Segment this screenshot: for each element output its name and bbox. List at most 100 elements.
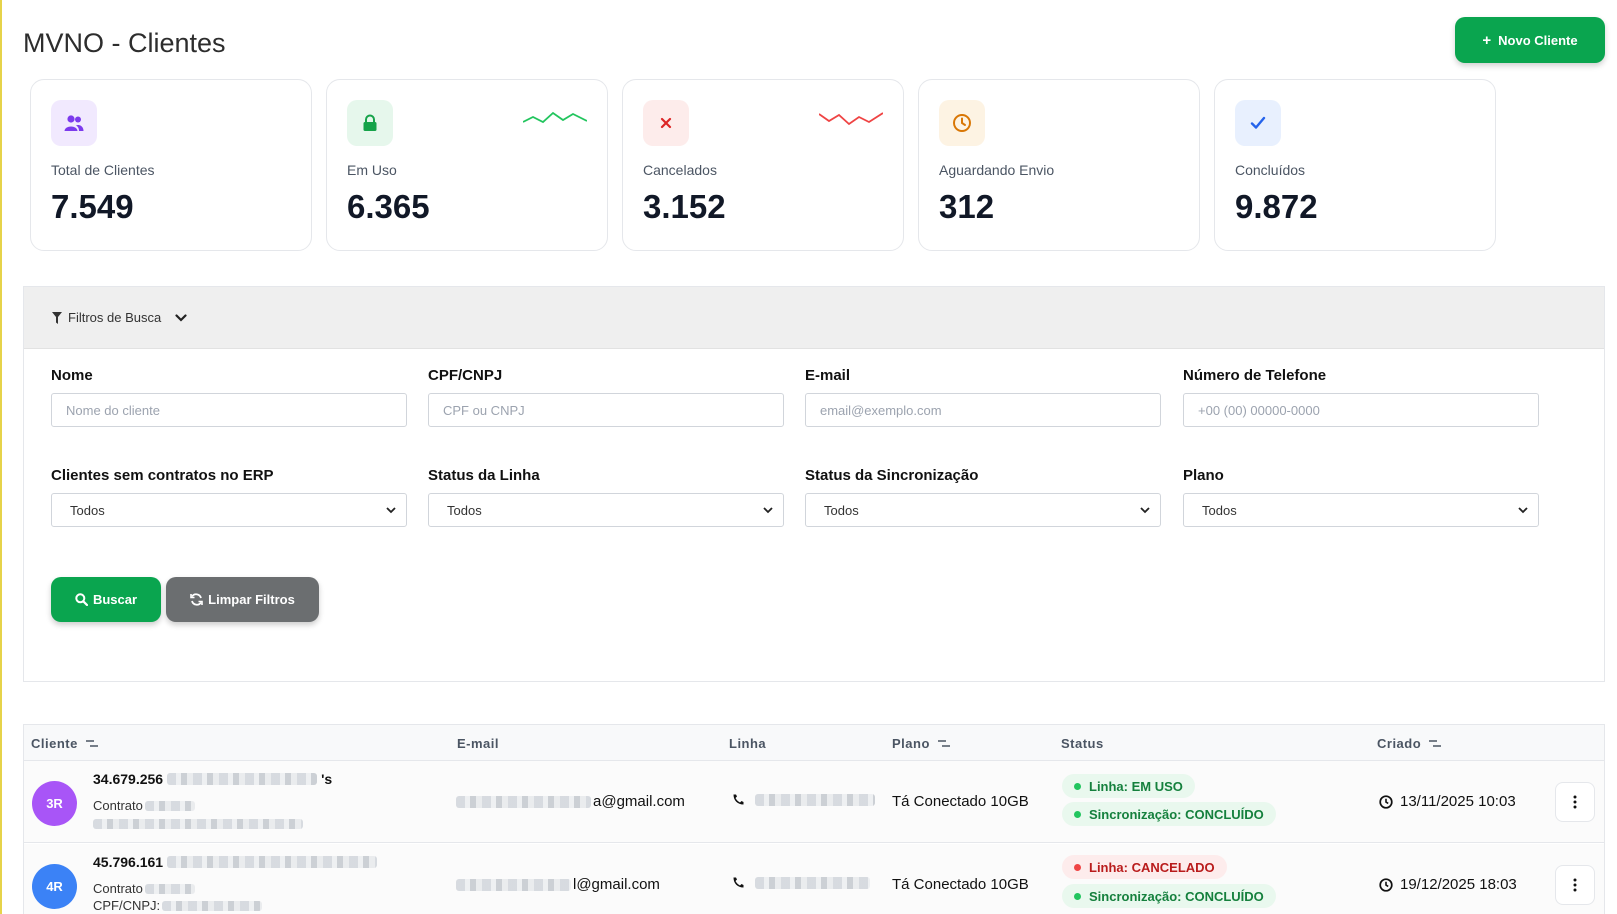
stat-value: 3.152 <box>643 188 726 225</box>
clients-table: Cliente E-mail Linha Plano Status Criado… <box>23 724 1605 914</box>
clear-filters-button[interactable]: Limpar Filtros <box>166 577 319 622</box>
created-value: 19/12/2025 18:03 <box>1400 876 1517 893</box>
email-label: E-mail <box>805 367 851 384</box>
badge-label: Linha: EM USO <box>1089 778 1183 794</box>
client-plan: Tá Conectado 10GB <box>892 793 1029 810</box>
lock-icon <box>347 100 393 146</box>
client-line <box>732 793 875 806</box>
select-value: Todos <box>70 502 105 518</box>
table-header: Cliente E-mail Linha Plano Status Criado <box>24 725 1604 761</box>
filters-toggle[interactable]: Filtros de Busca <box>24 287 1604 349</box>
col-label: Plano <box>892 736 930 751</box>
sync-status-select[interactable]: Todos <box>805 493 1161 527</box>
email-suffix: a@gmail.com <box>593 793 685 810</box>
stat-label: Concluídos <box>1235 162 1306 178</box>
client-name-suffix: 's <box>321 771 333 787</box>
line-status-select[interactable]: Todos <box>428 493 784 527</box>
email-suffix: l@gmail.com <box>573 876 660 893</box>
cpf-filter: CPF/CNPJ <box>428 367 784 427</box>
client-contract: Contrato <box>93 881 195 896</box>
client-email: a@gmail.com <box>456 793 685 810</box>
redacted-email <box>456 795 591 808</box>
stat-card-em-uso: Em Uso 6.365 <box>326 79 608 251</box>
col-cliente[interactable]: Cliente <box>31 736 98 751</box>
redacted-contract <box>144 800 195 811</box>
stat-label: Aguardando Envio <box>939 162 1055 178</box>
col-criado[interactable]: Criado <box>1377 736 1442 751</box>
sort-icon <box>85 740 98 747</box>
redacted-phone <box>755 793 875 806</box>
row-actions-button[interactable] <box>1555 782 1595 822</box>
more-vertical-icon <box>1573 795 1577 809</box>
sparkline-down-icon <box>819 112 883 126</box>
clear-filters-label: Limpar Filtros <box>208 592 295 607</box>
created-date: 19/12/2025 18:03 <box>1379 876 1517 893</box>
phone-input[interactable] <box>1183 393 1539 427</box>
new-client-button[interactable]: + Novo Cliente <box>1455 17 1605 63</box>
phone-filter: Número de Telefone <box>1183 367 1539 427</box>
plan-filter: Plano Todos <box>1183 467 1539 527</box>
sync-status-badge: Sincronização: CONCLUÍDO <box>1062 802 1276 826</box>
col-status: Status <box>1061 736 1104 751</box>
badge-label: Sincronização: CONCLUÍDO <box>1089 806 1264 822</box>
cpf-input[interactable] <box>428 393 784 427</box>
sync-status-filter: Status da Sincronização Todos <box>805 467 1161 527</box>
select-value: Todos <box>447 502 482 518</box>
client-extra <box>93 819 303 829</box>
name-filter: Nome <box>51 367 407 427</box>
more-vertical-icon <box>1573 878 1577 892</box>
check-icon <box>1235 100 1281 146</box>
stat-card-concluidos: Concluídos 9.872 <box>1214 79 1496 251</box>
redacted-info <box>93 819 303 829</box>
col-label: E-mail <box>457 736 500 751</box>
refresh-icon <box>190 593 203 606</box>
cpf-label: CPF/CNPJ: <box>93 898 161 913</box>
sort-icon <box>1429 740 1442 747</box>
line-status-filter: Status da Linha Todos <box>428 467 784 527</box>
contract-label: Contrato <box>93 881 143 896</box>
window-edge <box>0 0 2 914</box>
new-client-label: Novo Cliente <box>1498 32 1578 48</box>
plan-label: Plano <box>1183 467 1224 484</box>
stat-label: Em Uso <box>347 162 397 178</box>
badge-label: Sincronização: CONCLUÍDO <box>1089 888 1264 904</box>
col-label: Status <box>1061 736 1104 751</box>
stat-card-cancelados: Cancelados 3.152 <box>622 79 904 251</box>
col-linha: Linha <box>729 736 766 751</box>
plan-select[interactable]: Todos <box>1183 493 1539 527</box>
email-input[interactable] <box>805 393 1161 427</box>
sync-status-label: Status da Sincronização <box>805 467 979 484</box>
chevron-down-icon <box>763 506 773 513</box>
email-filter: E-mail <box>805 367 1161 427</box>
stat-card-total: Total de Clientes 7.549 <box>30 79 312 251</box>
search-button[interactable]: Buscar <box>51 577 161 622</box>
stat-value: 9.872 <box>1235 188 1318 225</box>
col-label: Cliente <box>31 736 78 751</box>
col-label: Linha <box>729 736 767 751</box>
no-contract-label: Clientes sem contratos no ERP <box>51 467 274 484</box>
client-name: 45.796.161 <box>93 854 378 870</box>
search-label: Buscar <box>92 592 138 607</box>
chevron-down-icon <box>386 506 396 513</box>
no-contract-select[interactable]: Todos <box>51 493 407 527</box>
avatar: 4R <box>32 864 77 909</box>
stat-label: Cancelados <box>643 162 717 178</box>
filters-title: Filtros de Busca <box>68 310 162 325</box>
col-plano[interactable]: Plano <box>892 736 950 751</box>
table-row[interactable]: 4R 45.796.161 Contrato CPF/CNPJ: l@gmail… <box>24 844 1604 914</box>
search-filters-panel: Filtros de Busca Nome CPF/CNPJ E-mail Nú… <box>23 286 1605 682</box>
badge-label: Linha: CANCELADO <box>1089 859 1215 875</box>
stat-card-aguardando: Aguardando Envio 312 <box>918 79 1200 251</box>
stat-value: 312 <box>939 188 995 225</box>
name-input[interactable] <box>51 393 407 427</box>
redacted-name <box>167 856 378 868</box>
phone-icon <box>733 794 744 805</box>
sparkline-up-icon <box>523 111 587 124</box>
created-date: 13/11/2025 10:03 <box>1379 793 1516 810</box>
client-name: 34.679.256 's <box>93 771 332 787</box>
phone-icon <box>733 877 744 888</box>
client-line <box>732 876 870 889</box>
table-row[interactable]: 3R 34.679.256 's Contrato a@gmail.com Tá… <box>24 761 1604 843</box>
row-actions-button[interactable] <box>1555 865 1595 905</box>
select-value: Todos <box>1202 502 1237 518</box>
